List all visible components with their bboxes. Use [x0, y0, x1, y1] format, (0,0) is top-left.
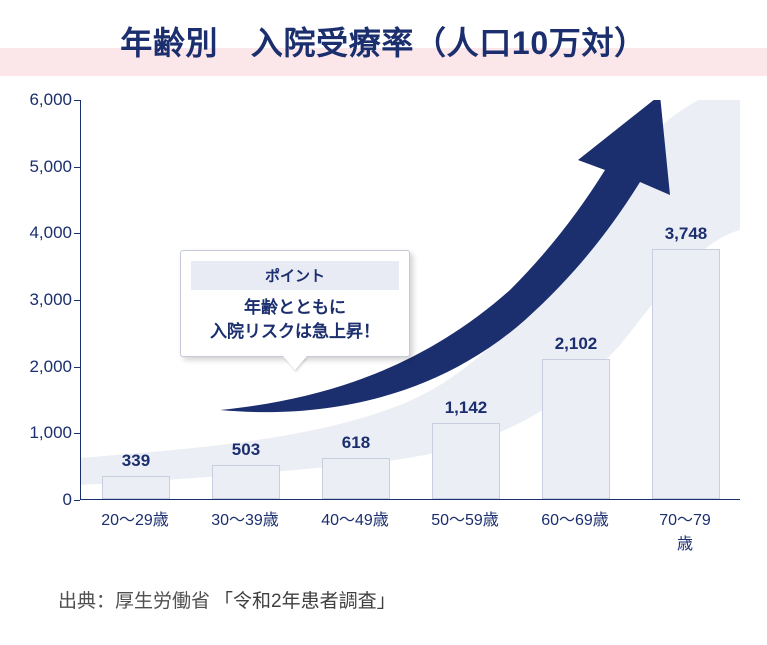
- x-category-label: 30～39歳: [211, 506, 279, 530]
- y-tick-label: 2,000: [29, 357, 72, 377]
- x-category-label: 60～69歳: [541, 506, 609, 530]
- y-axis: 01,0002,0003,0004,0005,0006,000: [20, 100, 80, 500]
- source-prefix: 出典：厚生労働省: [58, 591, 210, 612]
- bar: 339: [102, 476, 170, 499]
- y-tick-label: 6,000: [29, 90, 72, 110]
- y-tick-mark: [74, 500, 80, 501]
- callout-body: 年齢とともに 入院リスクは急上昇！: [191, 296, 399, 344]
- bar: 1,142: [432, 423, 500, 499]
- y-tick-label: 5,000: [29, 157, 72, 177]
- bar: 503: [212, 465, 280, 499]
- bar-value-label: 2,102: [543, 334, 609, 354]
- y-tick-label: 0: [63, 490, 72, 510]
- x-category-label: 70～79歳: [658, 506, 713, 554]
- bar: 3,748: [652, 249, 720, 499]
- page-title: 年齢別 入院受療率（人口10万対）: [0, 18, 767, 64]
- bar-value-label: 339: [103, 451, 169, 471]
- y-tick-label: 1,000: [29, 423, 72, 443]
- source-citation: 出典：厚生労働省「令和2年患者調査」: [58, 586, 400, 613]
- bar: 618: [322, 458, 390, 499]
- title-wrap: 年齢別 入院受療率（人口10万対）: [0, 0, 767, 64]
- plot-area: 339 503 618 1,142 2,102 3,748: [80, 100, 740, 500]
- callout-line2: 入院リスクは急上昇！: [210, 322, 380, 341]
- bar-value-label: 1,142: [433, 398, 499, 418]
- bar-value-label: 3,748: [653, 224, 719, 244]
- chart: 01,0002,0003,0004,0005,0006,000 33950361…: [20, 100, 747, 560]
- bar: 2,102: [542, 359, 610, 499]
- x-category-label: 20～29歳: [101, 506, 169, 530]
- x-category-label: 50～59歳: [431, 506, 499, 530]
- callout-box: ポイント 年齢とともに 入院リスクは急上昇！: [180, 250, 410, 357]
- x-axis-labels: 20～29歳30～39歳40～49歳50～59歳60～69歳70～79歳: [80, 506, 740, 536]
- callout-line1: 年齢とともに: [244, 298, 346, 317]
- source-quote: 「令和2年患者調査」: [210, 590, 400, 613]
- callout-header: ポイント: [191, 261, 399, 290]
- y-tick-label: 4,000: [29, 223, 72, 243]
- x-category-label: 40～49歳: [321, 506, 389, 530]
- bar-value-label: 503: [213, 440, 279, 460]
- y-tick-label: 3,000: [29, 290, 72, 310]
- bar-value-label: 618: [323, 433, 389, 453]
